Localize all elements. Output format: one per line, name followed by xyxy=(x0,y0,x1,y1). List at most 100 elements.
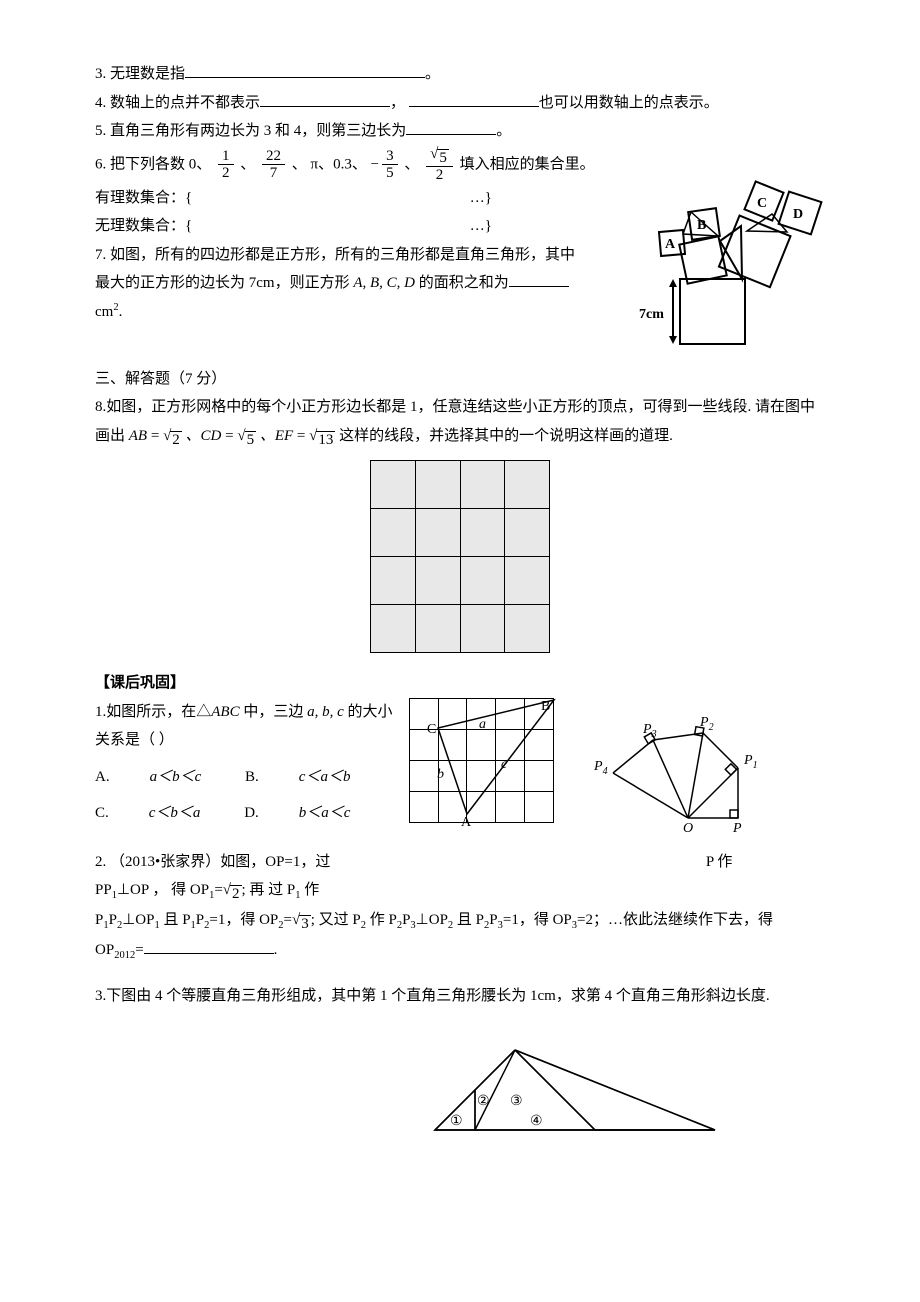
sqrt2: 2 xyxy=(223,883,242,903)
rat-label: 有理数集合：{ xyxy=(95,190,192,206)
O: O xyxy=(683,821,693,836)
P: P xyxy=(732,821,742,836)
k2-svg: O P P1 P2 P3 P4 xyxy=(588,698,788,833)
q3-text-b: 。 xyxy=(425,66,440,82)
c4: ④ xyxy=(530,1114,543,1129)
opt-B: B. c＜a＜b xyxy=(245,763,350,792)
den: 2 xyxy=(218,165,234,182)
t: ⊥OP xyxy=(122,912,154,928)
rational-set: 有理数集合：{ …} xyxy=(95,184,585,213)
t: = xyxy=(135,942,143,958)
t: = xyxy=(284,912,292,928)
t: 且 P xyxy=(160,912,191,928)
k1-label: 1. xyxy=(95,704,106,720)
sqrt-5: 5 xyxy=(430,147,449,167)
q7-label: 7. xyxy=(95,247,110,263)
AB: AB xyxy=(129,428,147,444)
q8: 8.如图，正方形网格中的每个小正方形边长都是 1，任意连结这些小正方形的顶点，可… xyxy=(95,393,825,450)
EF: 、EF xyxy=(260,428,293,444)
ABC: ABC xyxy=(211,704,239,720)
Av: a＜b＜c xyxy=(150,769,202,785)
B: B. xyxy=(245,763,259,792)
q6-intro: 把下列各数 0、 xyxy=(110,156,211,172)
q7-period: . xyxy=(119,304,123,320)
k1-svg: A B C a b c xyxy=(409,698,554,818)
t: ; 又过 P xyxy=(311,912,361,928)
q5-b: 。 xyxy=(496,123,511,139)
C-label: C xyxy=(757,196,767,211)
den: 2 xyxy=(426,167,453,184)
q3-blank xyxy=(185,61,425,79)
sqrt13: 13 xyxy=(309,429,335,449)
r: 3 xyxy=(299,915,311,933)
eq: = xyxy=(293,428,309,444)
c2: ② xyxy=(477,1094,490,1109)
r: 2 xyxy=(230,885,242,903)
sqrt2: 2 xyxy=(163,429,182,449)
t: ⊥OP ， 得 OP xyxy=(117,882,209,898)
c3: ③ xyxy=(510,1094,523,1109)
CD: 、CD xyxy=(186,428,222,444)
k1: 1.如图所示，在△ABC 中，三边 a, b, c 的大小关系是（ ） A. a… xyxy=(95,698,825,848)
eq: = xyxy=(221,428,237,444)
radicand: 5 xyxy=(437,149,449,167)
t: =1，得 OP xyxy=(503,912,572,928)
q8-b: 这样的线段，并选择其中的一个说明这样画的道理. xyxy=(339,428,673,444)
P1: P1 xyxy=(743,753,758,771)
q5-blank xyxy=(406,118,496,136)
frac-3-5: 35 xyxy=(382,148,398,182)
t: P xyxy=(489,912,497,928)
Dv: b＜a＜c xyxy=(299,805,351,821)
t: P xyxy=(109,912,117,928)
C: C xyxy=(427,722,436,737)
q3: 3. 无理数是指。 xyxy=(95,60,825,89)
seven-label: 7cm xyxy=(639,307,664,322)
q4-c: 也可以用数轴上的点表示。 xyxy=(539,95,719,111)
num: 3 xyxy=(382,148,398,166)
k2-figure: O P P1 P2 P3 P4 xyxy=(588,698,788,828)
k3: 3.下图由 4 个等腰直角三角形组成，其中第 1 个直角三角形腰长为 1cm，求… xyxy=(95,982,825,1011)
q7-figure: 7cm A B C D xyxy=(635,184,825,344)
den: 7 xyxy=(262,165,285,182)
neg: − xyxy=(371,156,379,172)
k3-label: 3. xyxy=(95,988,106,1004)
q3-label: 3. xyxy=(95,66,106,82)
q7: 7. 如图，所有的四边形都是正方形，所有的三角形都是直角三角形，其中最大的正方形… xyxy=(95,241,585,327)
q5-a: 直角三角形有两边长为 3 和 4，则第三边长为 xyxy=(110,123,406,139)
q4-blank1 xyxy=(260,89,390,107)
t: PP xyxy=(95,882,112,898)
D-label: D xyxy=(793,207,803,222)
frac-1-2: 12 xyxy=(218,148,234,182)
sqrt5: 5 xyxy=(237,429,256,449)
q5: 5. 直角三角形有两边长为 3 和 4，则第三边长为。 xyxy=(95,117,825,146)
irr-label: 无理数集合：{ xyxy=(95,218,192,234)
k2: 2. （2013•张家界）如图，OP=1，过 P 作 PP1⊥OP ， 得 OP… xyxy=(95,848,825,966)
k1-q2: 中，三边 xyxy=(240,704,308,720)
q6-q7-block: 有理数集合：{ …} 无理数集合：{ …} 7. 如图，所有的四边形都是正方形，… xyxy=(95,184,825,349)
den: 5 xyxy=(382,165,398,182)
t: P xyxy=(196,912,204,928)
k1-figure: A B C a b c xyxy=(409,698,554,818)
c: c xyxy=(501,757,508,772)
sep: 、 xyxy=(404,156,419,172)
b: b xyxy=(437,767,444,782)
sep: 、 xyxy=(240,156,255,172)
q7-blank xyxy=(509,270,569,288)
t: 作 xyxy=(301,882,320,898)
q8-grid xyxy=(370,460,550,653)
opt-A: A. a＜b＜c xyxy=(95,763,201,792)
q4-label: 4. xyxy=(95,95,106,111)
q7-unit: cm xyxy=(95,304,113,320)
sep: 、 π、0.3、 xyxy=(292,156,367,172)
A: A xyxy=(461,815,472,830)
k2-label: 2. xyxy=(95,854,110,870)
k2-blank xyxy=(144,936,274,954)
r: 2 xyxy=(170,431,182,449)
D: D. xyxy=(244,799,259,828)
q6-outro: 填入相应的集合里。 xyxy=(460,156,595,172)
Cv: c＜b＜a xyxy=(149,805,201,821)
q4: 4. 数轴上的点并不都表示， 也可以用数轴上的点表示。 xyxy=(95,89,825,118)
k2-src: （2013•张家界）如图，OP=1，过 xyxy=(110,854,330,870)
t: ; 再 过 P xyxy=(242,882,296,898)
q6-label: 6. xyxy=(95,156,106,172)
